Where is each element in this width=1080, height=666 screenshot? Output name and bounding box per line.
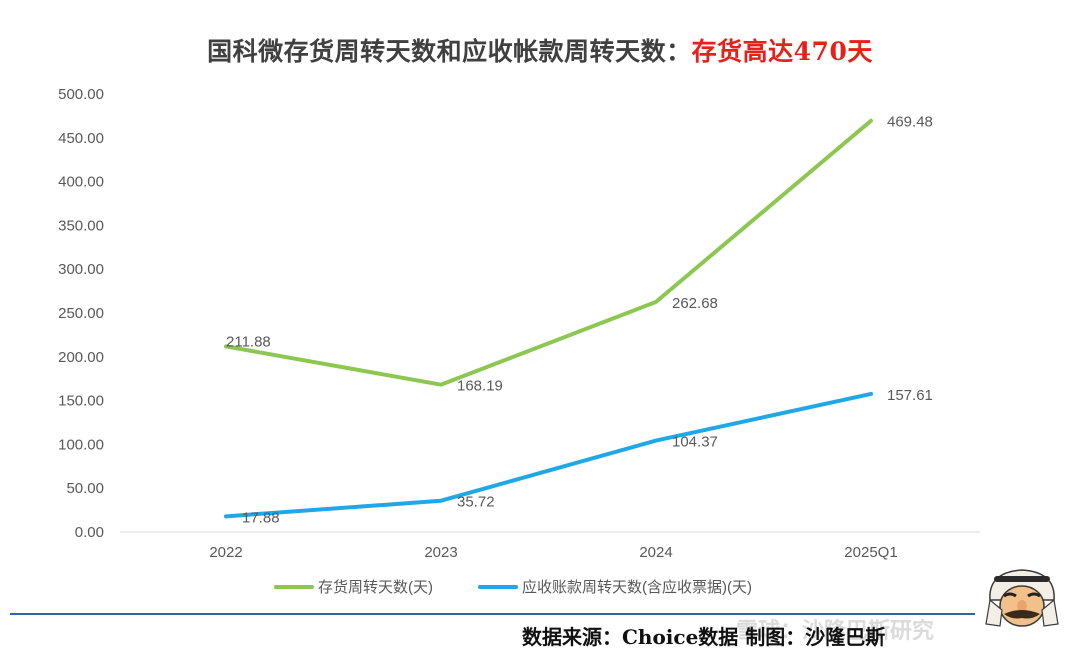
legend-item-series-1: 存货周转天数(天) bbox=[274, 576, 433, 597]
x-axis-ticks: 2022 2023 2024 2025Q1 bbox=[209, 544, 897, 561]
y-tick-label: 150.00 bbox=[58, 393, 104, 410]
series-line-2 bbox=[224, 391, 873, 519]
y-tick-label: 400.00 bbox=[58, 174, 104, 191]
x-tick-label: 2025Q1 bbox=[844, 544, 897, 561]
y-tick-label: 450.00 bbox=[58, 130, 104, 147]
data-label-series-2: 35.72 bbox=[457, 494, 495, 511]
chart-title: 国科微存货周转天数和应收帐款周转天数：存货高达470天 bbox=[0, 32, 1080, 68]
data-label-series-1: 168.19 bbox=[457, 378, 503, 395]
mascot-avatar bbox=[985, 569, 1059, 627]
y-tick-label: 250.00 bbox=[58, 305, 104, 322]
data-label-series-2: 157.61 bbox=[887, 387, 933, 404]
watermark: 雪球：沙隆巴斯研究 bbox=[736, 619, 935, 644]
series-lines bbox=[224, 118, 873, 519]
legend-label-series-2: 应收账款周转天数(含应收票据)(天) bbox=[522, 579, 752, 596]
legend-swatch-series-1 bbox=[274, 584, 314, 589]
chart-title-accent: 存货高达470天 bbox=[691, 37, 873, 66]
legend-label-series-1: 存货周转天数(天) bbox=[318, 579, 433, 596]
data-label-series-1: 469.48 bbox=[887, 114, 933, 131]
data-label-series-1: 262.68 bbox=[672, 295, 718, 312]
footer-divider bbox=[10, 613, 975, 615]
data-labels: 211.88 168.19 262.68 469.48 17.88 35.72 104.37… bbox=[226, 114, 933, 527]
y-tick-label: 500.00 bbox=[58, 86, 104, 103]
y-tick-label: 350.00 bbox=[58, 217, 104, 234]
y-tick-label: 0.00 bbox=[75, 524, 104, 541]
data-source-note: 数据来源：Choice数据 制图：沙隆巴斯 bbox=[522, 625, 886, 649]
chart-legend: 存货周转天数(天) 应收账款周转天数(含应收票据)(天) bbox=[0, 576, 1080, 598]
x-tick-label: 2024 bbox=[639, 544, 672, 561]
y-axis-ticks: 0.00 50.00 100.00 150.00 200.00 250.00 300.00 3… bbox=[58, 86, 104, 541]
x-tick-label: 2022 bbox=[209, 544, 242, 561]
y-tick-label: 200.00 bbox=[58, 349, 104, 366]
y-tick-label: 300.00 bbox=[58, 261, 104, 278]
legend-item-series-2: 应收账款周转天数(含应收票据)(天) bbox=[478, 576, 752, 597]
data-label-series-2: 104.37 bbox=[672, 434, 718, 451]
data-label-series-1: 211.88 bbox=[226, 333, 271, 350]
y-tick-label: 50.00 bbox=[66, 480, 104, 497]
x-tick-label: 2023 bbox=[424, 544, 457, 561]
series-line-1 bbox=[224, 118, 873, 387]
data-label-series-2: 17.88 bbox=[242, 509, 280, 526]
y-tick-label: 100.00 bbox=[58, 436, 104, 453]
chart-title-main: 国科微存货周转天数和应收帐款周转天数： bbox=[207, 37, 692, 66]
legend-swatch-series-2 bbox=[478, 584, 518, 589]
